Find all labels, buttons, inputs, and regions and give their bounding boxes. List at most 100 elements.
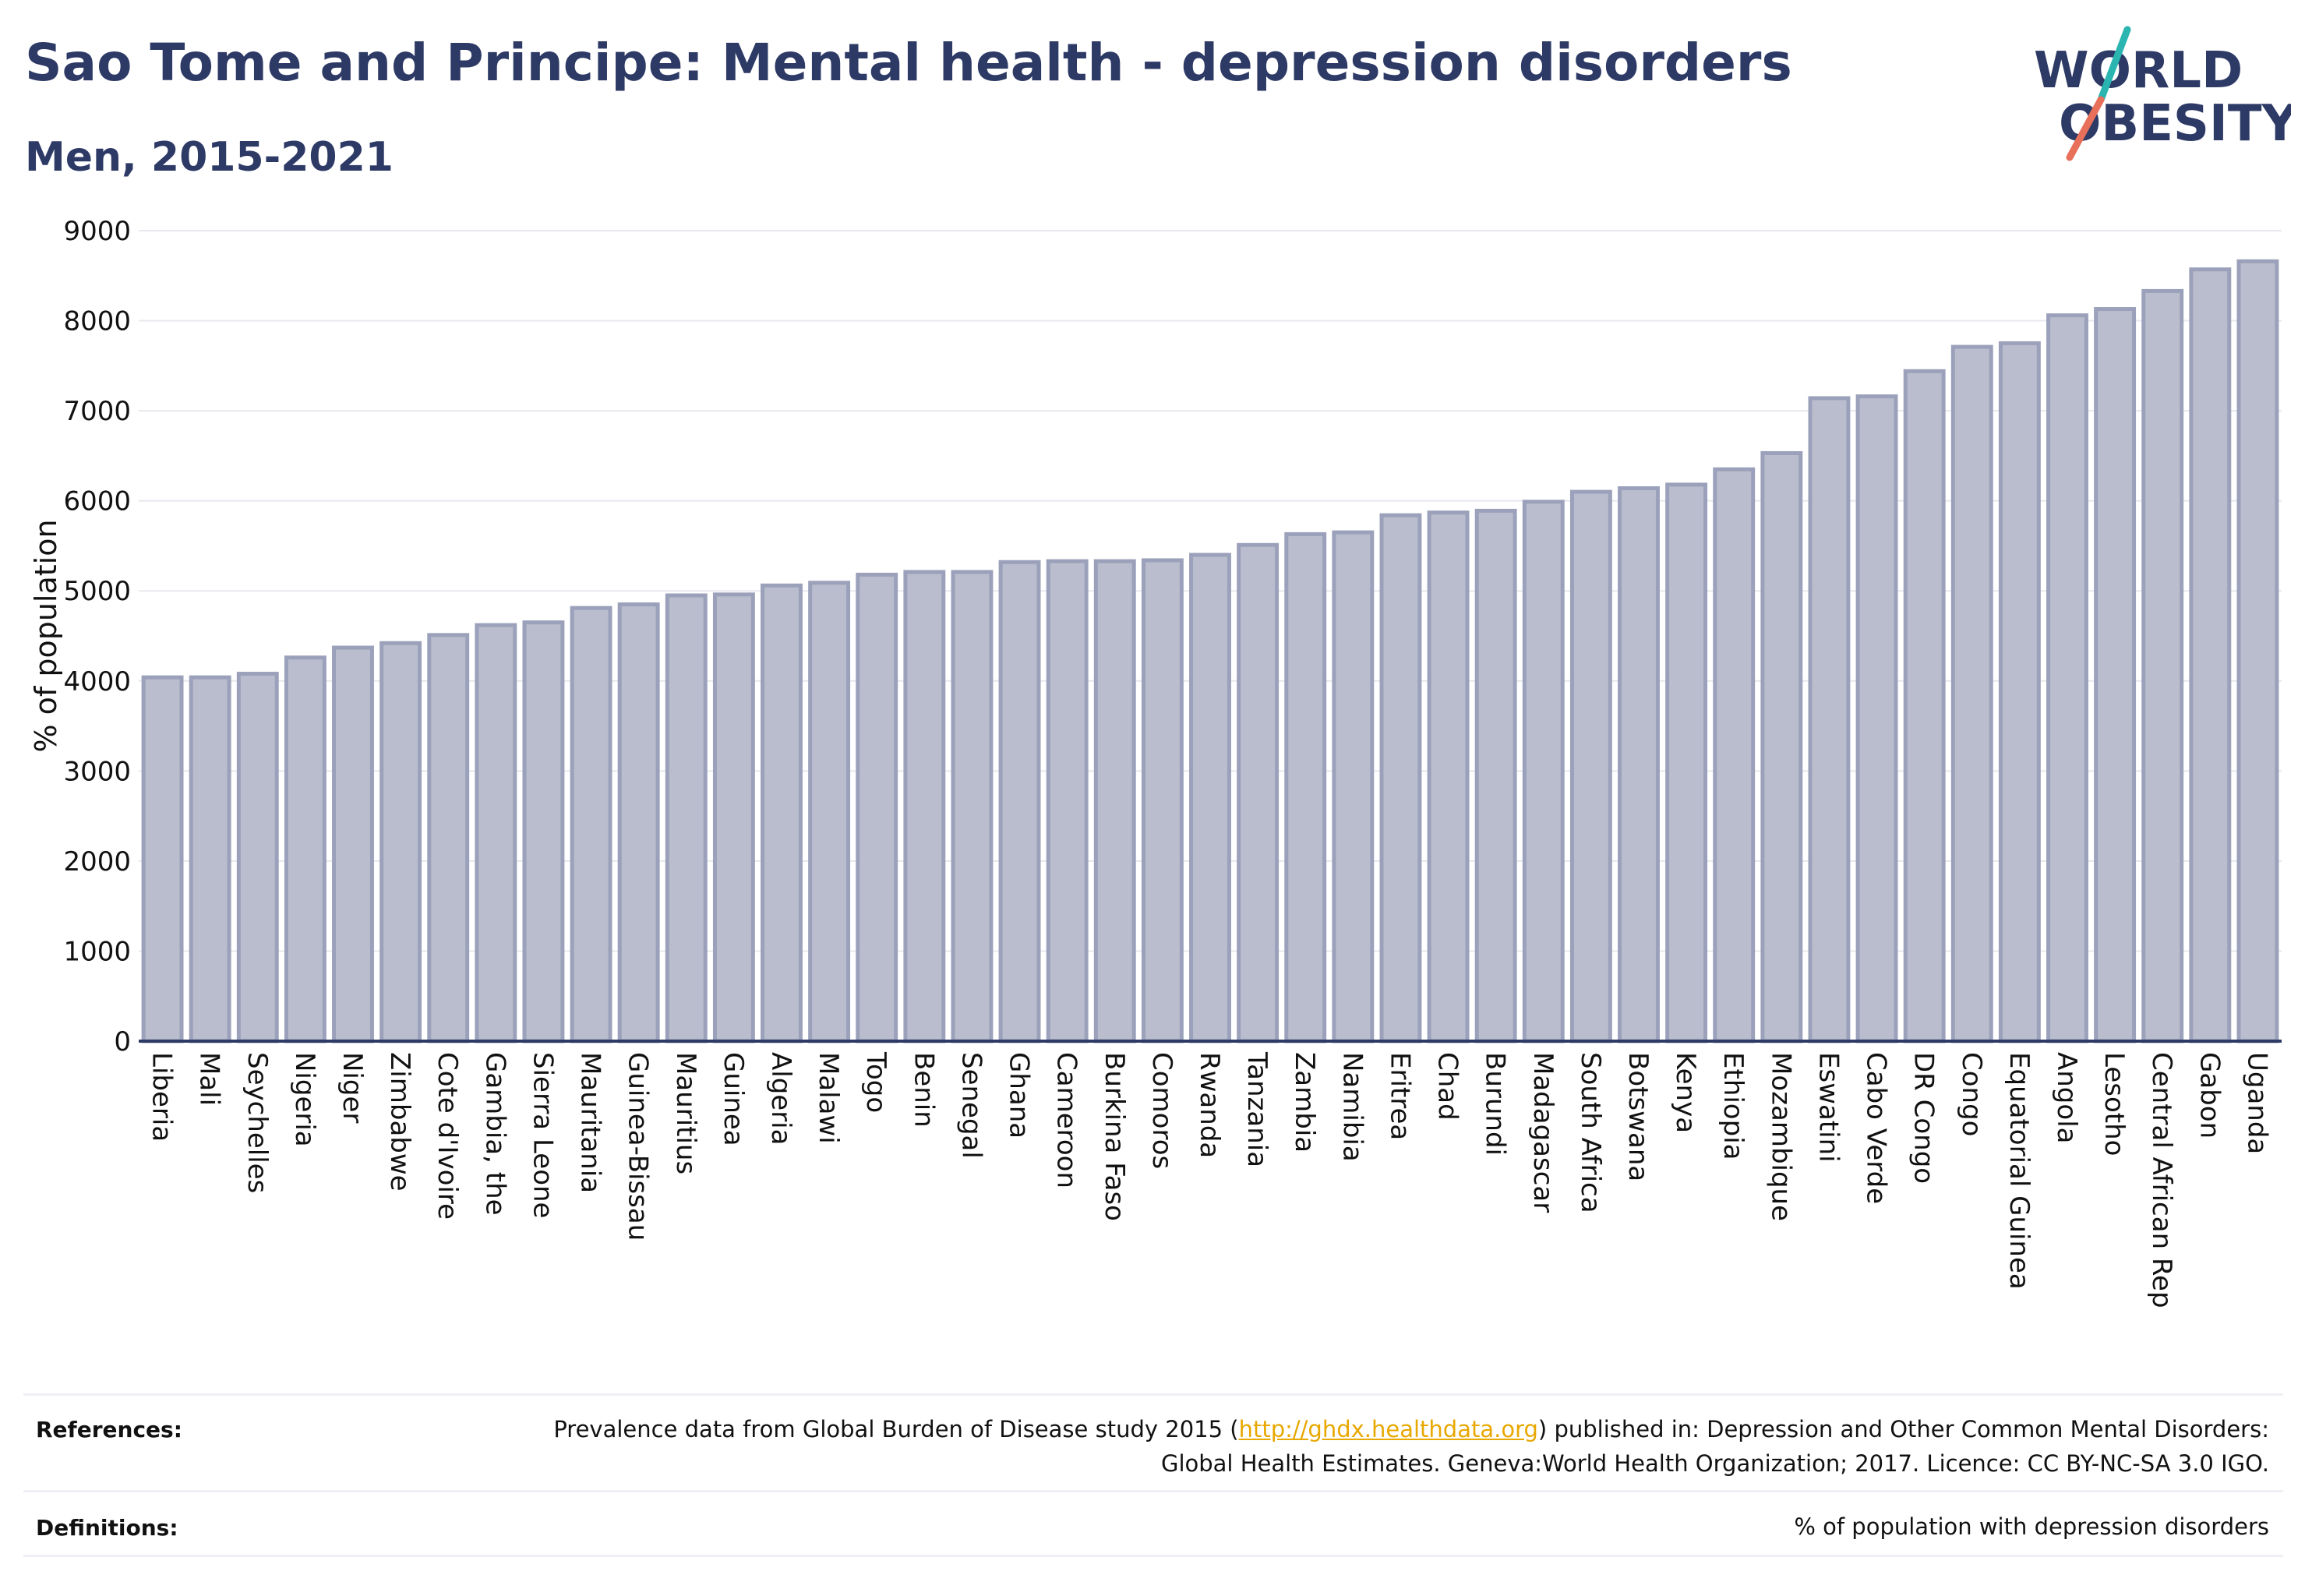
y-tick-label: 7000 (63, 396, 131, 427)
bar (141, 675, 184, 1043)
bar (1903, 369, 1946, 1043)
definitions-label: Definitions: (36, 1515, 178, 1541)
x-tick-label: Cote d'Ivoire (432, 1052, 463, 1220)
x-tick-label: Chad (1432, 1052, 1463, 1121)
chart-subtitle: Men, 2015-2021 (25, 134, 394, 181)
bar (712, 592, 755, 1043)
footer-divider-top (23, 1393, 2283, 1396)
bar (1474, 508, 1517, 1043)
bar (1284, 531, 1327, 1043)
references-text-post: ) published in: Depression and Other Com… (1160, 1416, 2269, 1477)
references-link[interactable]: http://ghdx.healthdata.org (1238, 1416, 1538, 1442)
y-axis-label: % of population (29, 519, 63, 752)
x-tick-label: Madagascar (1527, 1052, 1558, 1213)
x-tick-label: Angola (2051, 1052, 2082, 1143)
world-obesity-logo: WORLD OBESITY (2034, 26, 2291, 161)
x-tick-label: Ghana (1004, 1052, 1035, 1139)
bar (189, 675, 231, 1043)
x-tick-label: Zambia (1289, 1052, 1320, 1153)
bar (2046, 313, 2088, 1043)
x-tick-label: Lesotho (2099, 1052, 2130, 1156)
x-tick-label: Rwanda (1194, 1052, 1225, 1158)
bar-chart: 0 1000 2000 3000 4000 5000 6000 7000 8000 9000 % o… (29, 216, 2282, 1308)
x-tick-label: Nigeria (289, 1052, 320, 1147)
x-tick-label: Guinea (718, 1052, 749, 1146)
bar (427, 633, 470, 1043)
bar (1618, 486, 1660, 1043)
bar (1808, 396, 1851, 1043)
y-tick-label: 8000 (63, 306, 131, 337)
x-tick-label: Mozambique (1765, 1052, 1796, 1221)
bar (522, 620, 565, 1043)
bar (1379, 513, 1422, 1043)
y-tick-label: 1000 (63, 936, 131, 967)
x-tick-label: Ethiopia (1717, 1052, 1749, 1160)
x-tick-label: Tanzania (1241, 1051, 1273, 1167)
x-tick-label: Malawi (813, 1052, 844, 1144)
y-tick-label: 6000 (63, 486, 131, 517)
x-tick-label: Eritrea (1384, 1052, 1415, 1140)
bar (1569, 489, 1612, 1043)
bar (236, 672, 279, 1043)
x-tick-label: Togo (860, 1051, 891, 1113)
y-tick-label: 0 (114, 1026, 131, 1058)
bar (1713, 467, 1756, 1043)
bar (284, 655, 327, 1043)
bar (1665, 482, 1708, 1043)
x-tick-label: Cameroon (1051, 1052, 1082, 1188)
x-tick-label: Sierra Leone (527, 1052, 558, 1218)
bar (475, 623, 517, 1043)
x-tick-label: Guinea-Bissau (623, 1052, 654, 1241)
bar (2236, 259, 2279, 1043)
bar (379, 641, 422, 1043)
x-tick-label: Eswatini (1813, 1052, 1844, 1163)
x-tick-label: South Africa (1575, 1052, 1606, 1213)
bar (1998, 341, 2041, 1043)
bar (998, 560, 1041, 1043)
bar (951, 570, 994, 1043)
y-tick-label: 4000 (63, 666, 131, 697)
x-tick-label: Comoros (1146, 1052, 1177, 1169)
bar (1950, 344, 1993, 1043)
x-tick-label: Benin (908, 1052, 939, 1128)
references-text-pre: Prevalence data from Global Burden of Di… (553, 1416, 1239, 1442)
references-text: Prevalence data from Global Burden of Di… (477, 1412, 2269, 1481)
x-tick-label: Senegal (955, 1052, 987, 1159)
bar (808, 581, 851, 1043)
x-tick-label: Central African Rep (2146, 1052, 2177, 1308)
bar (1427, 510, 1470, 1043)
definitions-text: % of population with depression disorder… (1794, 1513, 2269, 1540)
bar (1093, 559, 1136, 1043)
bar (1522, 500, 1565, 1043)
x-tick-label: Niger (337, 1052, 368, 1123)
x-tick-label: Namibia (1336, 1052, 1368, 1162)
x-tick-label: Gambia, the (479, 1052, 510, 1216)
x-tick-label: Uganda (2241, 1052, 2272, 1154)
y-tick-label: 3000 (63, 756, 131, 787)
x-tick-label: Congo (1956, 1052, 1987, 1136)
footer-divider-middle (23, 1490, 2283, 1492)
x-tick-label: Algeria (765, 1052, 796, 1145)
bar (1189, 553, 1231, 1043)
references-label: References: (36, 1417, 182, 1442)
x-tick-label: Mauritius (670, 1052, 701, 1174)
bar (1237, 542, 1280, 1043)
bar (665, 593, 708, 1043)
y-tick-label: 9000 (63, 216, 131, 247)
y-tick-label: 5000 (63, 576, 131, 607)
y-tick-label: 2000 (63, 846, 131, 877)
bar (570, 606, 612, 1043)
bar (761, 583, 803, 1043)
bar (1046, 559, 1089, 1043)
x-tick-label: Cabo Verde (1861, 1052, 1892, 1204)
bar (1855, 394, 1898, 1043)
x-tick-label: Botswana (1622, 1052, 1654, 1181)
bar (2141, 288, 2184, 1043)
x-tick-label: Mali (194, 1052, 225, 1106)
bar (332, 645, 374, 1043)
bar (1141, 558, 1184, 1043)
x-tick-label: Burundi (1480, 1052, 1511, 1156)
x-tick-label: Zimbabwe (384, 1052, 415, 1192)
bar (2094, 307, 2137, 1043)
bar (856, 572, 898, 1043)
